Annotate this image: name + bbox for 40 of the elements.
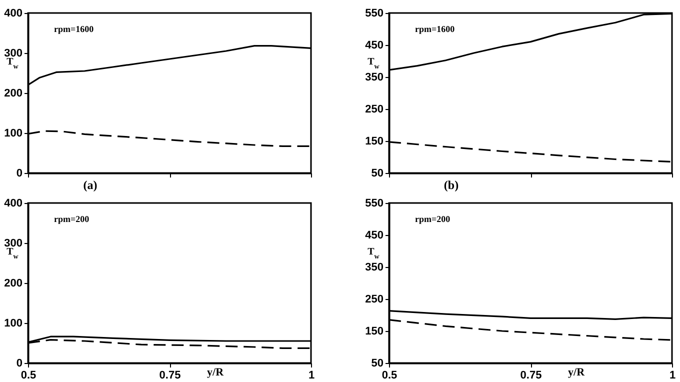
- y-tick-label: 100: [4, 318, 22, 330]
- x-tick-label: 1: [669, 370, 676, 382]
- y-tick-label: 250: [365, 294, 384, 306]
- y-tick-label: 0: [16, 168, 22, 180]
- x-axis-title: y/R: [207, 366, 225, 378]
- y-tick-label: 350: [365, 72, 384, 84]
- y-tick-label: 450: [365, 40, 384, 52]
- x-tick-label: 0.75: [159, 370, 181, 382]
- text: (a): [83, 178, 98, 192]
- y-tick-label: 400: [4, 8, 22, 20]
- y-tick-label: 450: [365, 230, 384, 242]
- x-tick-label: 0.5: [20, 370, 36, 382]
- text: (b): [444, 178, 459, 192]
- annotation: rpm=200: [415, 214, 451, 224]
- y-tick-label: 0: [16, 358, 22, 370]
- y-tick-label: 550: [365, 8, 384, 20]
- y-tick-label: 200: [4, 88, 22, 100]
- y-tick-label: 150: [365, 326, 384, 338]
- y-axis-title: T$_{w}$: [368, 56, 380, 70]
- x-axis-title: y/R: [568, 366, 586, 378]
- y-tick-label: 50: [371, 358, 384, 370]
- y-tick-label: 400: [4, 198, 22, 210]
- y-axis-title: T$_{w}$: [6, 56, 20, 70]
- x-tick-label: 0.5: [382, 370, 398, 382]
- y-tick-label: 300: [4, 48, 22, 60]
- annotation: rpm=1600: [415, 24, 456, 34]
- y-tick-label: 250: [365, 104, 384, 116]
- x-tick-label: 0.75: [520, 370, 542, 382]
- y-tick-label: 300: [4, 238, 22, 250]
- y-tick-label: 350: [365, 262, 384, 274]
- y-axis-title: T$_{w}$: [6, 246, 20, 260]
- y-tick-label: 550: [365, 198, 384, 210]
- y-tick-label: 100: [4, 128, 22, 140]
- annotation: rpm=1600: [54, 24, 94, 34]
- annotation: rpm=200: [54, 214, 90, 224]
- y-axis-title: T$_{w}$: [368, 246, 380, 260]
- y-tick-label: 50: [371, 168, 384, 180]
- y-tick-label: 200: [4, 278, 22, 290]
- x-tick-label: 1: [308, 370, 315, 382]
- y-tick-label: 150: [365, 136, 384, 148]
